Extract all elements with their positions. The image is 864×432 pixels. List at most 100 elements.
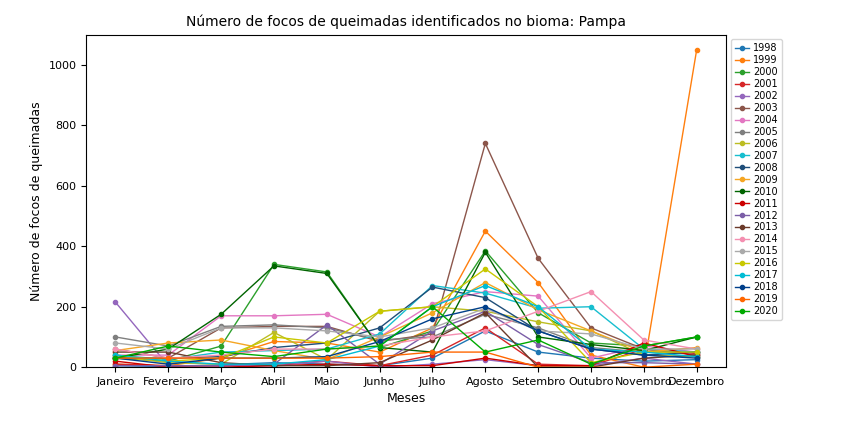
2004 <box>269 313 279 318</box>
2005 <box>163 343 174 349</box>
2011 <box>269 363 279 368</box>
2016 <box>163 359 174 364</box>
2001 <box>428 353 438 358</box>
1999 <box>586 353 596 358</box>
2014 <box>111 346 121 352</box>
2012 <box>374 362 384 367</box>
2007 <box>374 331 384 337</box>
2012 <box>586 360 596 365</box>
2007 <box>638 346 649 352</box>
2014 <box>638 337 649 343</box>
2008 <box>638 353 649 358</box>
2005 <box>111 334 121 340</box>
2020 <box>638 343 649 349</box>
2012 <box>691 362 702 367</box>
1998 <box>638 359 649 364</box>
2005 <box>691 349 702 355</box>
2002 <box>111 300 121 305</box>
1998 <box>374 363 384 368</box>
2014 <box>269 346 279 352</box>
2002 <box>374 365 384 370</box>
1998 <box>216 362 226 367</box>
2006 <box>533 319 543 324</box>
2015 <box>428 325 438 330</box>
2019 <box>428 349 438 355</box>
2015 <box>533 328 543 334</box>
2005 <box>480 312 491 317</box>
2004 <box>480 289 491 294</box>
2011 <box>691 354 702 359</box>
2016 <box>216 356 226 361</box>
2020 <box>480 349 491 355</box>
2016 <box>533 304 543 309</box>
2008 <box>111 356 121 361</box>
2015 <box>321 328 332 334</box>
2003 <box>374 339 384 344</box>
2009 <box>163 340 174 346</box>
2011 <box>428 363 438 368</box>
2015 <box>163 346 174 352</box>
2004 <box>374 334 384 340</box>
2019 <box>111 356 121 361</box>
1999 <box>111 362 121 367</box>
2012 <box>428 328 438 334</box>
2014 <box>428 334 438 340</box>
2000 <box>374 345 384 350</box>
2019 <box>269 356 279 361</box>
2017 <box>269 362 279 367</box>
2009 <box>638 349 649 355</box>
2008 <box>586 346 596 352</box>
2013 <box>586 365 596 370</box>
2007 <box>480 290 491 295</box>
2013 <box>111 349 121 355</box>
Y-axis label: Número de focos de queimadas: Número de focos de queimadas <box>30 101 43 301</box>
2010 <box>586 342 596 347</box>
2008 <box>321 340 332 346</box>
Line: 2000: 2000 <box>113 249 699 363</box>
2004 <box>111 353 121 358</box>
2000 <box>586 340 596 346</box>
1999 <box>533 280 543 285</box>
2020 <box>586 362 596 367</box>
2003 <box>480 141 491 146</box>
2005 <box>428 334 438 340</box>
2018 <box>586 346 596 352</box>
2003 <box>269 324 279 329</box>
Line: 2020: 2020 <box>113 305 699 366</box>
1999 <box>374 349 384 355</box>
2007 <box>321 346 332 352</box>
2017 <box>321 357 332 362</box>
Line: 2015: 2015 <box>113 306 699 351</box>
2003 <box>163 356 174 361</box>
2015 <box>269 325 279 330</box>
2012 <box>480 308 491 314</box>
2011 <box>321 362 332 367</box>
2020 <box>374 343 384 349</box>
2004 <box>321 312 332 317</box>
1998 <box>428 356 438 361</box>
2002 <box>480 357 491 362</box>
2017 <box>111 353 121 358</box>
1998 <box>269 360 279 365</box>
2016 <box>269 334 279 340</box>
2019 <box>216 356 226 361</box>
Line: 2018: 2018 <box>113 305 699 366</box>
2009 <box>269 348 279 353</box>
2014 <box>533 308 543 314</box>
2020 <box>428 304 438 309</box>
2006 <box>586 328 596 334</box>
2000 <box>269 262 279 267</box>
2020 <box>691 334 702 340</box>
Line: 2005: 2005 <box>113 312 699 354</box>
2006 <box>111 354 121 359</box>
2020 <box>111 356 121 361</box>
2013 <box>216 360 226 365</box>
2018 <box>163 362 174 367</box>
2006 <box>321 357 332 362</box>
2017 <box>480 283 491 288</box>
2009 <box>533 307 543 312</box>
2010 <box>638 348 649 353</box>
2016 <box>638 349 649 355</box>
2020 <box>321 346 332 352</box>
2010 <box>480 250 491 255</box>
